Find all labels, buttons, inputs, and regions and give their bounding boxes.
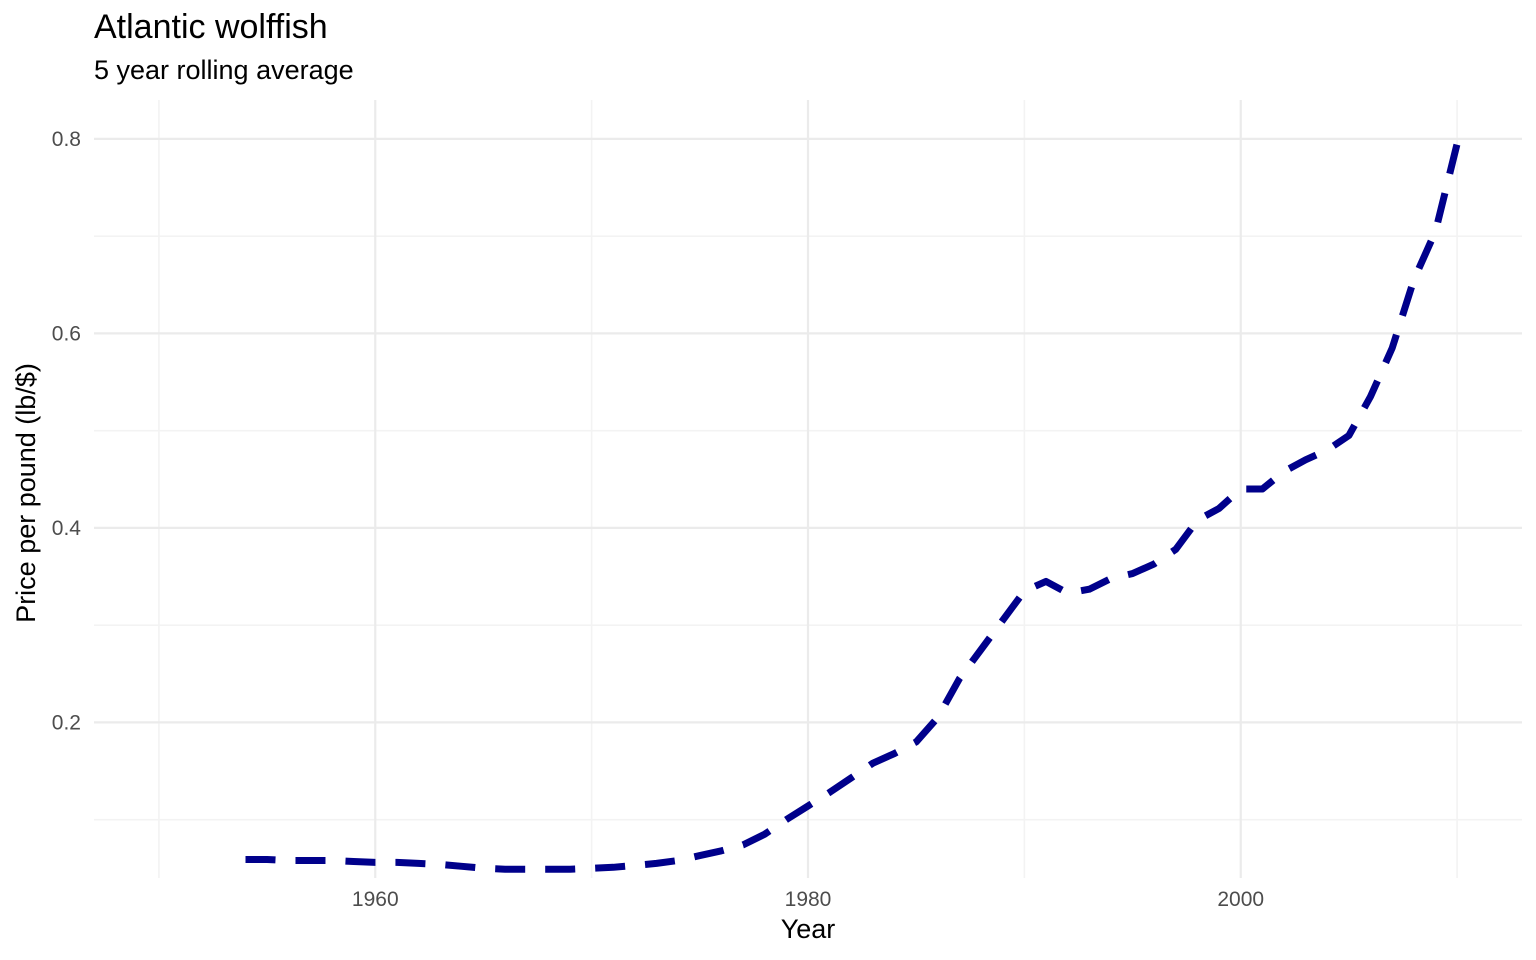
y-axis-title: Price per pound (lb/$) <box>11 363 41 623</box>
x-axis-tick-labels: 1960 1980 2000 <box>352 888 1264 911</box>
x-axis-title: Year <box>781 914 836 944</box>
y-tick-label: 0.6 <box>52 322 81 345</box>
major-gridlines <box>94 100 1522 878</box>
series-line <box>245 142 1461 873</box>
x-tick-label: 1980 <box>785 888 832 911</box>
y-tick-label: 0.4 <box>52 517 82 540</box>
y-tick-label: 0.8 <box>52 128 81 151</box>
series-layer <box>245 142 1461 873</box>
x-tick-label: 2000 <box>1217 888 1264 911</box>
chart-subtitle: 5 year rolling average <box>94 55 354 85</box>
y-axis-tick-labels: 0.2 0.4 0.6 0.8 <box>52 128 82 735</box>
y-tick-label: 0.2 <box>52 711 81 734</box>
x-tick-label: 1960 <box>352 888 399 911</box>
chart-title: Atlantic wolffish <box>94 8 328 46</box>
